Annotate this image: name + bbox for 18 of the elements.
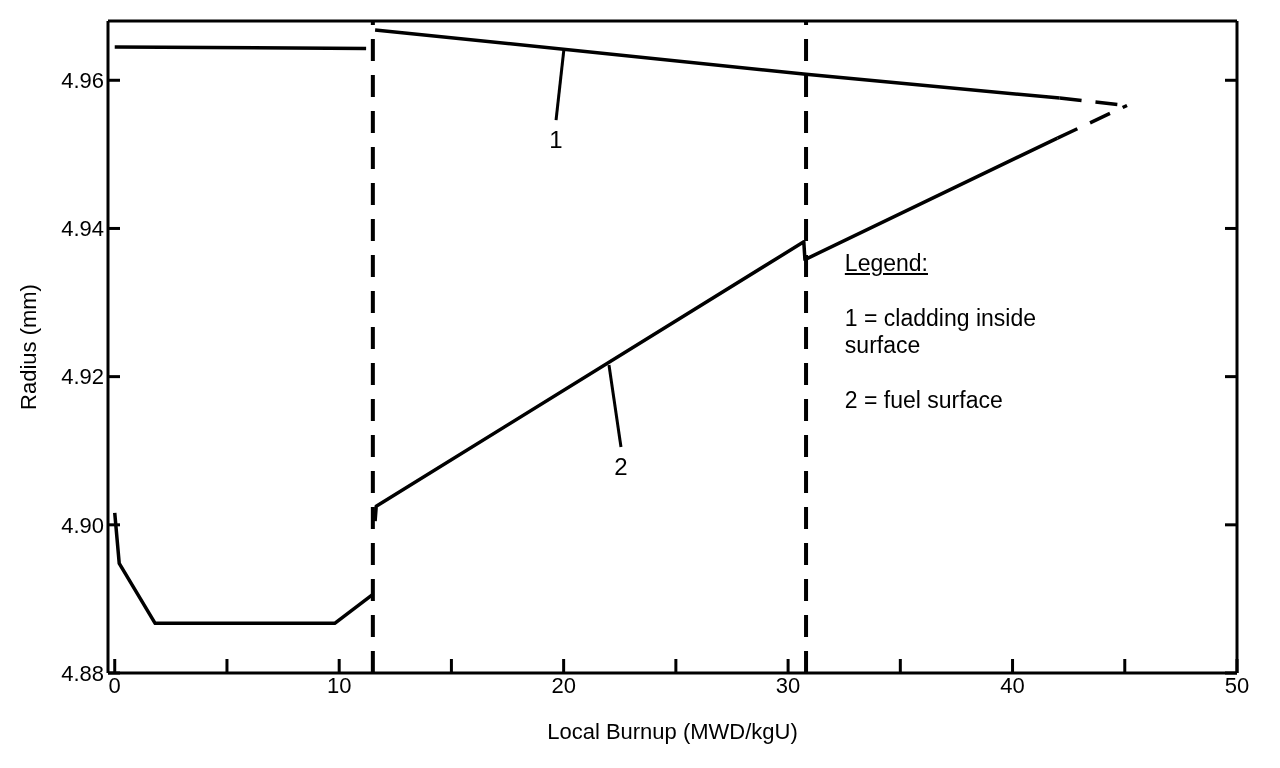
annotation: Legend: [844,250,929,278]
annotation: 1 [549,126,563,154]
y-tick-label: 4.92 [61,364,104,390]
x-tick-label: 0 [108,672,121,698]
annotation: 2 = fuel surface [844,387,1004,415]
x-tick-label: 10 [326,672,352,698]
x-axis-title: Local Burnup (MWD/kgU) [547,719,798,744]
y-tick-label: 4.88 [61,660,104,686]
y-tick-label: 4.90 [61,512,104,538]
y-tick-label: 4.94 [61,216,104,242]
x-tick-label: 50 [1224,672,1250,698]
x-tick-label: 20 [551,672,576,698]
x-tick-label: 30 [775,672,801,698]
annotation: 2 [614,453,628,481]
annotation: 1 = cladding inside surface [844,305,1037,360]
y-tick-label: 4.96 [61,68,104,94]
x-tick-label: 40 [1000,672,1025,698]
y-axis-title: Radius (mm) [15,284,41,410]
